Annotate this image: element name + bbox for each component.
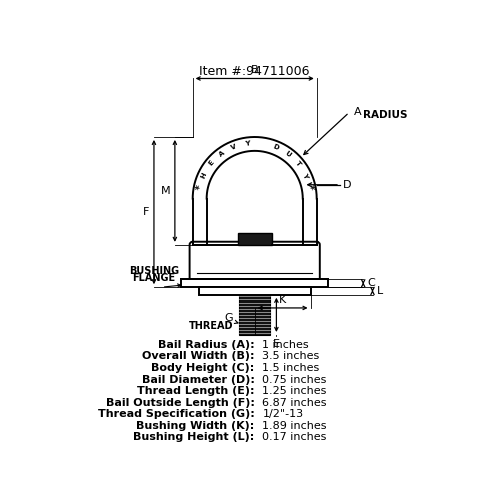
Text: Y: Y (245, 140, 250, 147)
FancyBboxPatch shape (190, 242, 320, 282)
Bar (238, 233, 272, 245)
Text: D: D (343, 180, 351, 190)
Text: THREAD: THREAD (188, 320, 233, 330)
Text: Overall Width (B):: Overall Width (B): (142, 352, 254, 362)
Text: 6.87 inches: 6.87 inches (262, 398, 327, 407)
Text: Thread Specification (G):: Thread Specification (G): (98, 409, 254, 419)
Text: 3.5 inches: 3.5 inches (262, 352, 320, 362)
Text: Y: Y (302, 172, 309, 178)
Text: FLANGE: FLANGE (132, 274, 176, 283)
Text: *: * (304, 184, 314, 190)
Text: K: K (279, 295, 286, 305)
Text: Item #:94711006: Item #:94711006 (200, 64, 310, 78)
Text: E: E (208, 160, 216, 167)
Bar (181, 280, 328, 287)
Text: U: U (284, 150, 292, 158)
Text: 1.25 inches: 1.25 inches (262, 386, 327, 396)
Text: H: H (200, 172, 208, 179)
Text: Body Height (C):: Body Height (C): (152, 363, 254, 373)
Text: A: A (218, 150, 226, 158)
Text: 0.75 inches: 0.75 inches (262, 374, 327, 384)
Text: RADIUS: RADIUS (363, 110, 408, 120)
Text: 0.17 inches: 0.17 inches (262, 432, 327, 442)
Text: E: E (273, 338, 280, 348)
Text: 1.89 inches: 1.89 inches (262, 421, 327, 430)
Text: Bail Radius (A):: Bail Radius (A): (158, 340, 254, 350)
Text: V: V (230, 144, 237, 151)
Bar (239, 295, 270, 335)
Text: 1/2"-13: 1/2"-13 (262, 409, 304, 419)
Text: B: B (251, 66, 258, 76)
Text: D: D (272, 143, 279, 151)
Text: F: F (143, 207, 150, 217)
Text: 1.5 inches: 1.5 inches (262, 363, 320, 373)
Text: G: G (224, 313, 233, 323)
Text: *: * (194, 184, 205, 190)
Text: L: L (376, 286, 382, 296)
Text: Bail Diameter (D):: Bail Diameter (D): (142, 374, 254, 384)
Text: M: M (162, 186, 171, 196)
Text: 1 inches: 1 inches (262, 340, 309, 350)
Text: T: T (294, 160, 302, 167)
Text: Thread Length (E):: Thread Length (E): (137, 386, 254, 396)
Text: Bushing Width (K):: Bushing Width (K): (136, 421, 254, 430)
Text: C: C (367, 278, 375, 288)
Text: Bail Outside Length (F):: Bail Outside Length (F): (106, 398, 255, 407)
Text: BUSHING: BUSHING (129, 266, 179, 276)
Text: Bushing Height (L):: Bushing Height (L): (134, 432, 254, 442)
Bar (199, 287, 310, 295)
Text: A: A (354, 108, 362, 118)
